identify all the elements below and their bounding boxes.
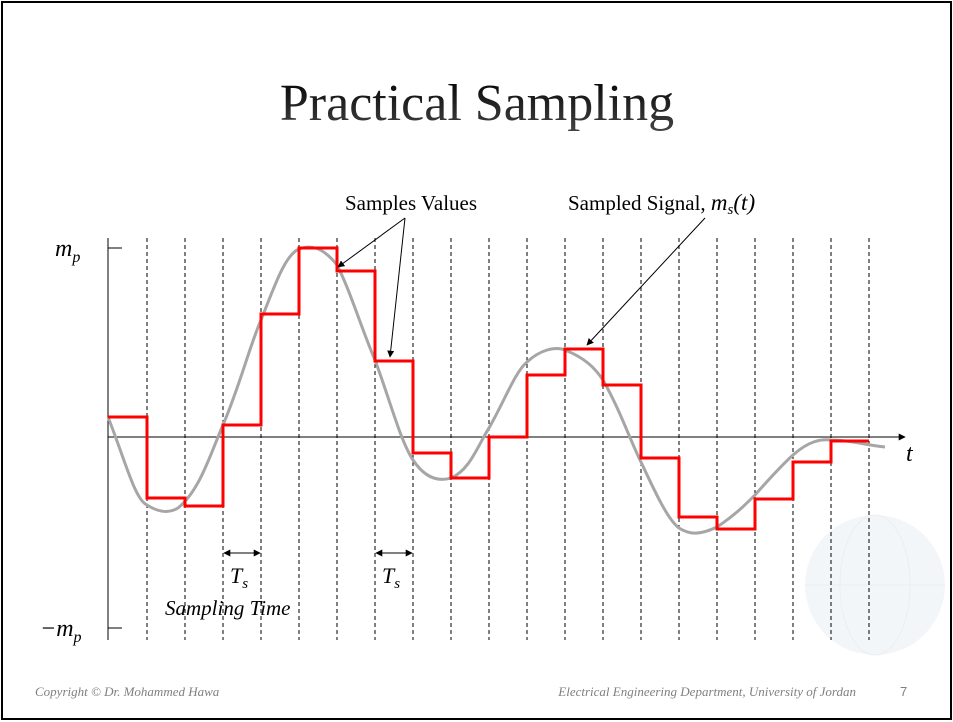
page-number: 7 xyxy=(900,684,907,699)
department: Electrical Engineering Department, Unive… xyxy=(557,684,856,699)
label-sub: p xyxy=(73,629,82,646)
label-text: Sampled Signal, xyxy=(568,191,706,215)
samples-values-label: Samples Values xyxy=(345,191,477,215)
slide-title: Practical Sampling xyxy=(280,75,674,132)
copyright: Copyright © Dr. Mohammed Hawa xyxy=(35,684,220,699)
label-symbol: m xyxy=(711,190,728,215)
slide: Practical Sampling Samples Values Sample… xyxy=(0,0,953,722)
label-symbol: m xyxy=(55,236,72,262)
label-sub: p xyxy=(71,249,80,266)
label-sub: s xyxy=(394,576,400,592)
label-sub: s xyxy=(242,576,248,592)
sampling-time-label: Sampling Time xyxy=(165,596,290,620)
sampled-signal-label: Sampled Signal, ms(t) xyxy=(568,190,755,218)
label-symbol: −m xyxy=(40,616,74,642)
globe-watermark xyxy=(805,515,945,655)
label-arg: (t) xyxy=(733,190,755,215)
